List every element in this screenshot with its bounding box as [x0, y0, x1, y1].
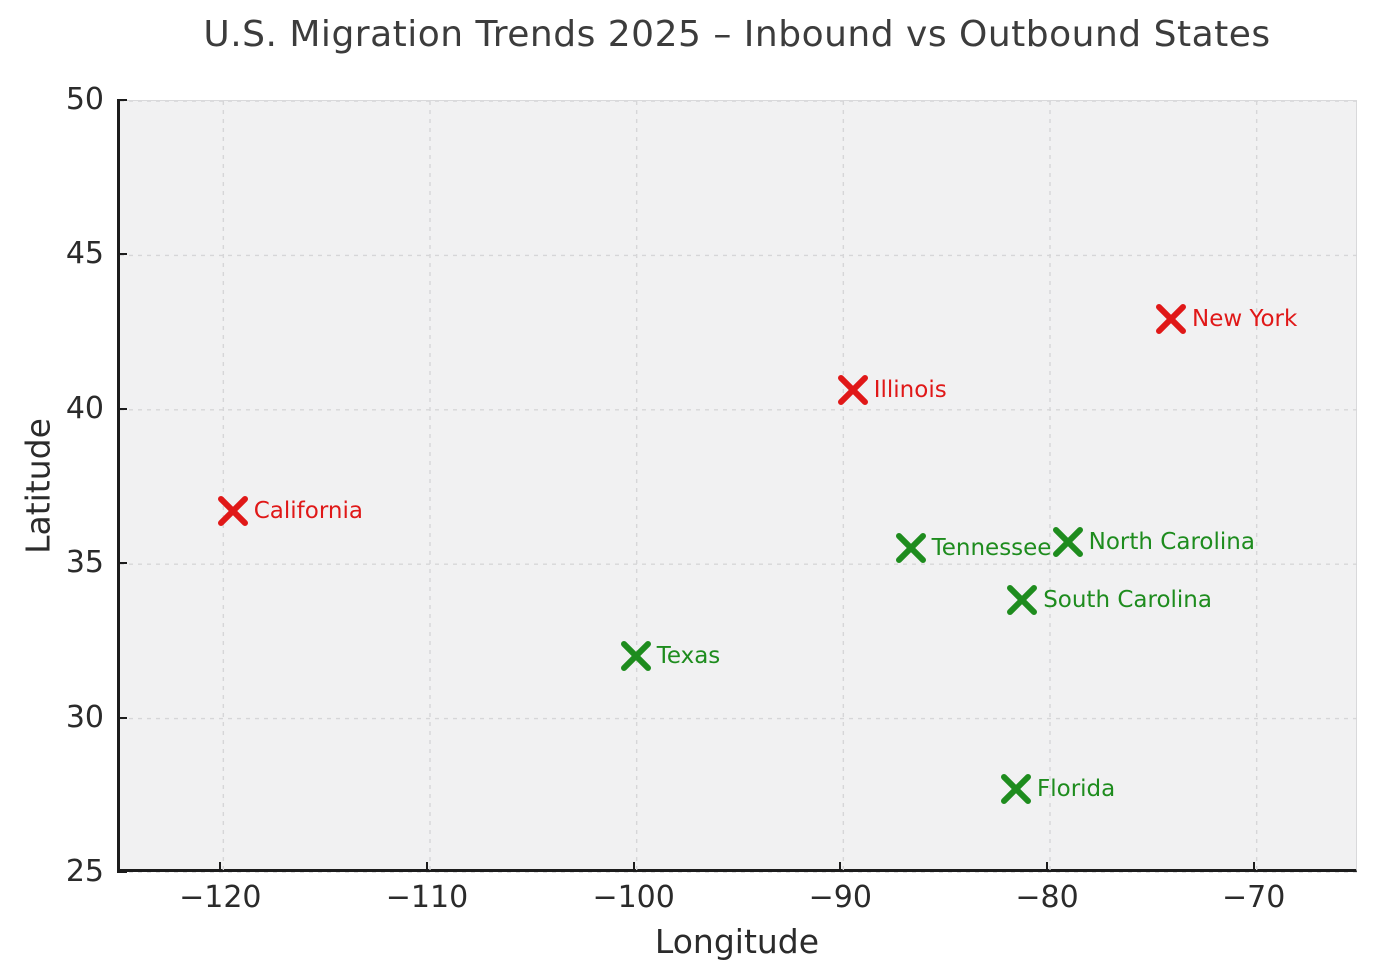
y-tick-mark	[117, 562, 127, 565]
x-tick-mark	[632, 862, 635, 872]
chart-title: U.S. Migration Trends 2025 – Inbound vs …	[203, 14, 1271, 55]
y-tick-label: 40	[65, 390, 104, 426]
point-label-south-carolina: South Carolina	[1043, 587, 1212, 614]
y-tick-label: 25	[65, 854, 104, 889]
marker-new-york	[1156, 304, 1186, 335]
x-axis-label: Longitude	[654, 922, 820, 961]
x-tick-mark	[219, 862, 222, 872]
point-label-illinois: Illinois	[873, 377, 947, 404]
x-tick-label: −120	[179, 880, 262, 915]
x-tick-label: −80	[1015, 880, 1079, 915]
x-tick-mark	[426, 862, 428, 872]
x-tick-label: −70	[1222, 880, 1286, 915]
x-tick-label: −90	[808, 880, 872, 915]
point-label-tennessee: Tennessee	[931, 534, 1052, 561]
x-tick-mark	[1046, 862, 1048, 872]
marker-texas	[620, 640, 651, 671]
y-tick-mark	[117, 716, 127, 719]
gridlines	[120, 101, 1360, 873]
marker-tennessee	[895, 532, 926, 563]
y-tick-mark	[117, 253, 127, 256]
plot-area	[117, 100, 1360, 873]
point-label-florida: Florida	[1037, 775, 1116, 802]
point-label-texas: Texas	[656, 642, 721, 669]
point-label-california: California	[253, 497, 363, 524]
point-label-north-carolina: North Carolina	[1088, 528, 1255, 555]
marker-florida	[1001, 773, 1031, 804]
marker-south-carolina	[1007, 585, 1038, 616]
y-tick-mark	[117, 871, 127, 873]
y-tick-label: 30	[65, 699, 104, 735]
x-tick-label: −110	[385, 880, 469, 915]
y-tick-label: 45	[65, 236, 104, 272]
point-label-new-york: New York	[1192, 306, 1298, 333]
y-tick-mark	[117, 407, 127, 410]
x-tick-label: −100	[592, 880, 675, 915]
y-tick-mark	[117, 99, 127, 101]
x-tick-mark	[1252, 862, 1255, 872]
marker-california	[217, 495, 248, 526]
y-tick-label: 50	[65, 82, 104, 117]
marker-illinois	[837, 375, 868, 406]
y-tick-label: 35	[65, 545, 104, 581]
marker-north-carolina	[1052, 526, 1083, 557]
x-tick-mark	[839, 862, 842, 872]
y-axis-label: Latitude	[18, 418, 58, 554]
